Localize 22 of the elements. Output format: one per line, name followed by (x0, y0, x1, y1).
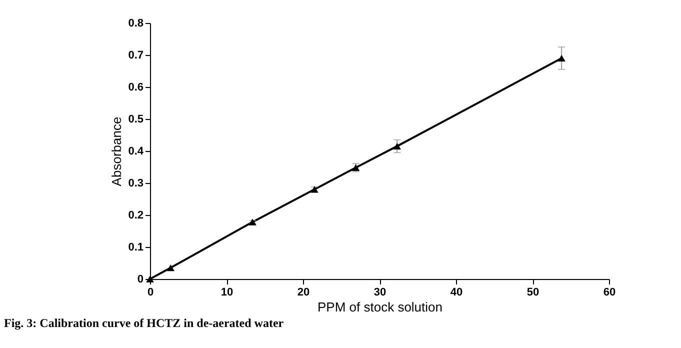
y-tick-label: 0.8 (128, 18, 144, 30)
x-tick-label: 60 (603, 286, 616, 298)
y-tick-label: 0.3 (128, 178, 144, 190)
caption: Fig. 3: Calibration curve of HCTZ in de-aerated water (4, 316, 284, 331)
point (558, 54, 566, 62)
x-tick-label: 30 (374, 286, 386, 298)
y-tick-label: 0.4 (128, 146, 144, 158)
y-tick-label: 0.1 (128, 242, 144, 254)
y-tick-label: 0.6 (128, 82, 144, 94)
x-tick-label: 40 (450, 286, 463, 298)
y-tick-label: 0.5 (128, 114, 144, 126)
point (166, 264, 175, 272)
y-axis-title: Absorbance (109, 116, 124, 186)
y-tick-label: 0.2 (128, 210, 144, 222)
x-tick-label: 0 (147, 286, 154, 298)
point (393, 142, 401, 150)
y-tick-label: 0 (137, 274, 144, 286)
x-axis-title: PPM of stock solution (318, 300, 442, 314)
y-tick-label: 0.7 (128, 50, 144, 62)
x-tick-label: 50 (526, 286, 540, 298)
x-tick-label: 10 (220, 286, 234, 298)
x-tick-label: 20 (297, 286, 310, 298)
